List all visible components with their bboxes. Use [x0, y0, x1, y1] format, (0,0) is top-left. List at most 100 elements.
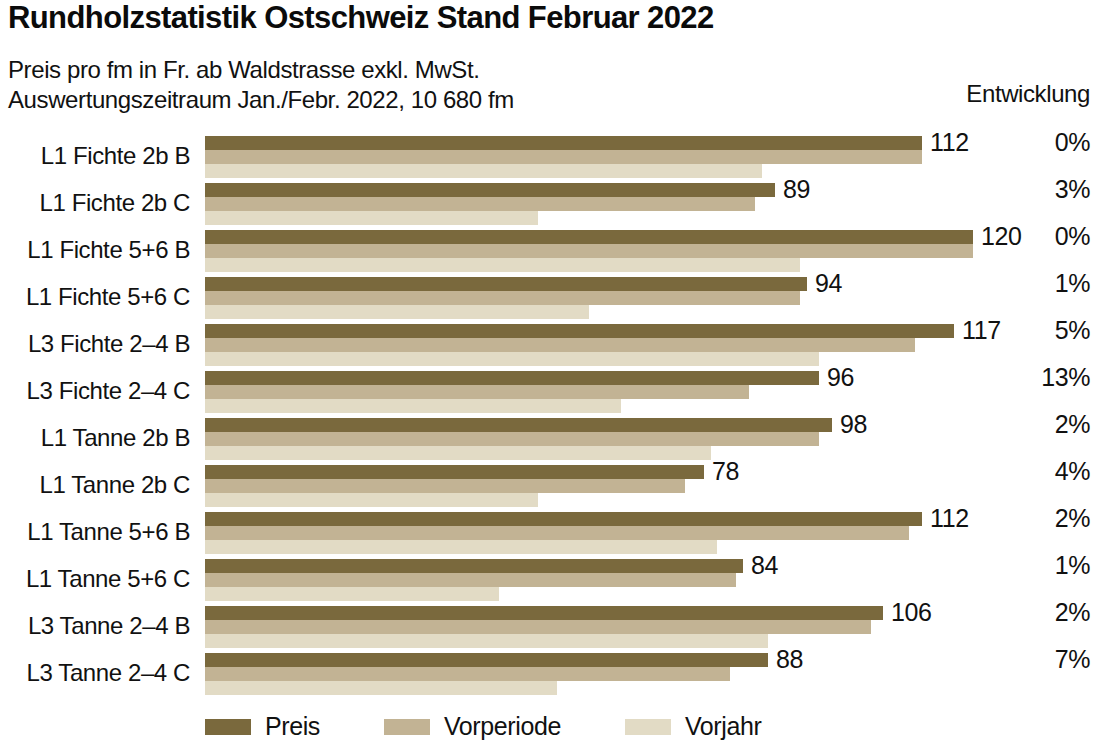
bar-vorjahr: [205, 681, 557, 695]
legend-swatch-vorjahr: [625, 719, 671, 735]
bar-vorjahr: [205, 305, 589, 319]
category-label: L3 Tanne 2–4 B: [0, 606, 190, 646]
chart-row: L1 Fichte 5+6 B1200%: [0, 230, 1102, 272]
chart-row: L3 Tanne 2–4 B1062%: [0, 606, 1102, 648]
development-value: 3%: [1055, 175, 1090, 204]
bar-vorperiode: [205, 479, 685, 493]
bar-preis: [205, 183, 775, 197]
bar-preis: [205, 371, 819, 385]
category-label: L1 Fichte 2b B: [0, 136, 190, 176]
category-label: L3 Fichte 2–4 C: [0, 371, 190, 411]
bar-vorjahr: [205, 634, 768, 648]
chart-subtitle-period: Auswertungszeitraum Jan./Febr. 2022, 10 …: [8, 86, 514, 114]
bar-group: 78: [205, 465, 1102, 507]
chart-row: L1 Tanne 5+6 B1122%: [0, 512, 1102, 554]
bar-vorjahr: [205, 164, 762, 178]
bar-vorperiode: [205, 385, 749, 399]
price-value-label: 88: [776, 645, 803, 674]
chart-row: L3 Fichte 2–4 B1175%: [0, 324, 1102, 366]
bar-group: 120: [205, 230, 1102, 272]
legend-label: Preis: [265, 712, 320, 741]
chart-row: L3 Fichte 2–4 C9613%: [0, 371, 1102, 413]
bar-vorjahr: [205, 540, 717, 554]
bar-group: 88: [205, 653, 1102, 695]
chart-legend: Preis Vorperiode Vorjahr: [205, 712, 761, 741]
bar-preis: [205, 230, 973, 244]
bar-group: 112: [205, 512, 1102, 554]
legend-swatch-preis: [205, 719, 251, 735]
development-value: 13%: [1041, 363, 1090, 392]
bar-vorjahr: [205, 211, 538, 225]
bar-preis: [205, 324, 954, 338]
chart-row: L1 Fichte 2b C893%: [0, 183, 1102, 225]
legend-item: Vorjahr: [625, 712, 761, 741]
price-value-label: 120: [981, 222, 1022, 251]
price-value-label: 112: [930, 128, 969, 157]
chart-subtitle-price: Preis pro fm in Fr. ab Waldstrasse exkl.…: [8, 56, 480, 84]
bar-group: 98: [205, 418, 1102, 460]
bar-vorperiode: [205, 667, 730, 681]
development-value: 2%: [1055, 504, 1090, 533]
legend-label: Vorperiode: [444, 712, 561, 741]
bar-vorperiode: [205, 197, 755, 211]
category-label: L1 Fichte 5+6 C: [0, 277, 190, 317]
legend-swatch-vorperiode: [384, 719, 430, 735]
bar-preis: [205, 418, 832, 432]
bar-preis: [205, 465, 704, 479]
category-label: L3 Fichte 2–4 B: [0, 324, 190, 364]
category-label: L1 Tanne 5+6 C: [0, 559, 190, 599]
development-value: 1%: [1055, 551, 1090, 580]
category-label: L3 Tanne 2–4 C: [0, 653, 190, 693]
price-value-label: 112: [930, 504, 969, 533]
bar-vorperiode: [205, 338, 915, 352]
price-value-label: 117: [962, 316, 1001, 345]
development-value: 7%: [1055, 645, 1090, 674]
bar-vorperiode: [205, 526, 909, 540]
bar-preis: [205, 559, 743, 573]
price-value-label: 94: [815, 269, 842, 298]
price-value-label: 89: [783, 175, 810, 204]
price-value-label: 96: [827, 363, 854, 392]
bar-vorjahr: [205, 258, 800, 272]
bar-chart: L1 Fichte 2b B1120%L1 Fichte 2b C893%L1 …: [0, 136, 1102, 700]
chart-row: L1 Tanne 2b B982%: [0, 418, 1102, 460]
bar-group: 94: [205, 277, 1102, 319]
bar-group: 117: [205, 324, 1102, 366]
chart-row: L1 Fichte 2b B1120%: [0, 136, 1102, 178]
bar-group: 89: [205, 183, 1102, 225]
bar-vorperiode: [205, 291, 800, 305]
bar-preis: [205, 136, 922, 150]
development-value: 4%: [1055, 457, 1090, 486]
bar-preis: [205, 512, 922, 526]
development-value: 2%: [1055, 598, 1090, 627]
category-label: L1 Fichte 2b C: [0, 183, 190, 223]
chart-row: L1 Tanne 5+6 C841%: [0, 559, 1102, 601]
price-value-label: 84: [751, 551, 778, 580]
chart-page: Rundholzstatistik Ostschweiz Stand Febru…: [0, 0, 1102, 755]
development-value: 5%: [1055, 316, 1090, 345]
price-value-label: 98: [840, 410, 867, 439]
bar-preis: [205, 277, 807, 291]
bar-vorjahr: [205, 399, 621, 413]
bar-vorjahr: [205, 352, 819, 366]
bar-vorperiode: [205, 150, 922, 164]
category-label: L1 Tanne 2b C: [0, 465, 190, 505]
category-label: L1 Fichte 5+6 B: [0, 230, 190, 270]
legend-item: Preis: [205, 712, 320, 741]
development-value: 2%: [1055, 410, 1090, 439]
bar-group: 96: [205, 371, 1102, 413]
chart-row: L1 Tanne 2b C784%: [0, 465, 1102, 507]
legend-label: Vorjahr: [685, 712, 761, 741]
bar-group: 84: [205, 559, 1102, 601]
bar-vorjahr: [205, 587, 499, 601]
category-label: L1 Tanne 5+6 B: [0, 512, 190, 552]
bar-vorperiode: [205, 244, 973, 258]
price-value-label: 106: [891, 598, 932, 627]
development-value: 0%: [1055, 222, 1090, 251]
bar-vorperiode: [205, 432, 819, 446]
bar-vorjahr: [205, 446, 711, 460]
development-column-header: Entwicklung: [966, 80, 1090, 108]
bar-preis: [205, 653, 768, 667]
category-label: L1 Tanne 2b B: [0, 418, 190, 458]
chart-row: L3 Tanne 2–4 C887%: [0, 653, 1102, 695]
